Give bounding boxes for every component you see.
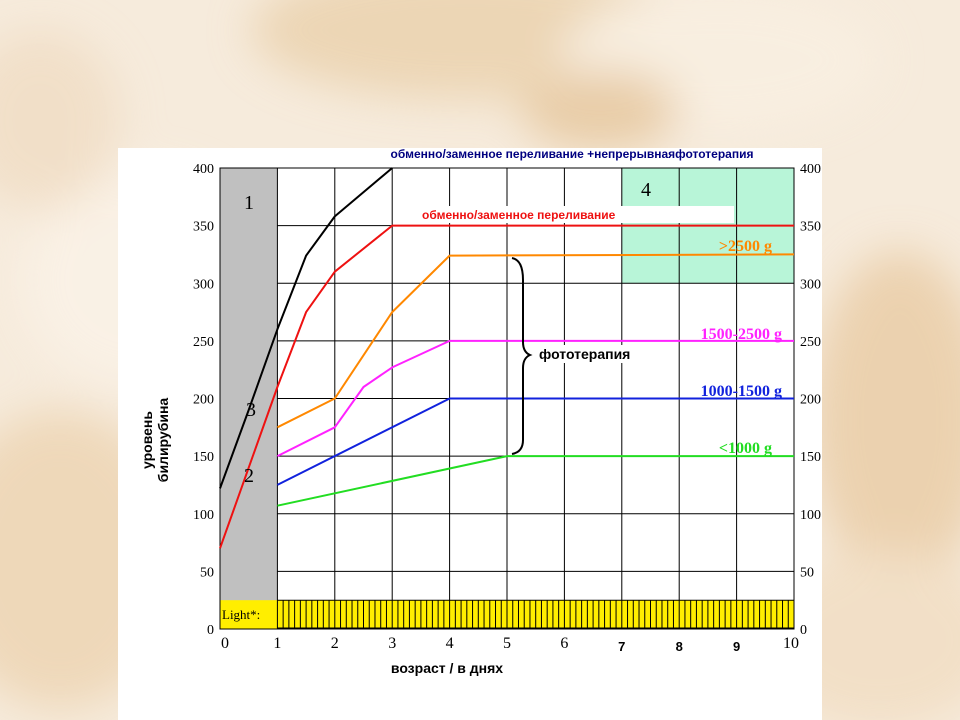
chart-title: обменно/заменное переливание +непрерывна…	[391, 147, 754, 161]
y-tick-label-left: 400	[193, 162, 214, 177]
phototherapy-bracket	[511, 257, 533, 455]
y-tick-label-left: 50	[200, 565, 214, 580]
bracket-label-backdrop	[534, 345, 662, 363]
y-axis-right-ticks: 0 50 100 150 200 250 300 350 400	[800, 162, 821, 638]
red-label-backdrop	[416, 206, 734, 223]
series-line-0	[219, 167, 393, 489]
y-tick-label-left: 250	[193, 335, 214, 350]
y-tick-label-right: 100	[800, 508, 821, 523]
series-line-2	[276, 253, 795, 429]
zone-4-label: 4	[641, 179, 651, 201]
y-tick-label-right: 350	[800, 220, 821, 235]
y-axis-label-line2: билирубина	[155, 398, 171, 483]
y-tick-label-left: 350	[193, 220, 214, 235]
y-tick-label-left: 300	[193, 277, 214, 292]
x-tick-label: 2	[331, 635, 339, 652]
x-tick-label: 4	[446, 635, 454, 652]
series-line-4	[276, 397, 794, 486]
x-tick-label: 5	[503, 635, 511, 652]
series-label-magenta: 1500-2500 g	[701, 326, 782, 343]
series-label-green: <1000 g	[719, 440, 772, 457]
y-axis-label-line1: уровень	[139, 411, 155, 469]
y-tick-label-left: 200	[193, 393, 214, 408]
x-tick-label: 10	[783, 635, 799, 652]
zone-1-area	[220, 168, 278, 629]
light-bar-label: Light*:	[222, 607, 260, 622]
x-tick-label: 8	[676, 639, 683, 654]
series-line-1	[219, 224, 794, 549]
x-tick-label: 9	[733, 639, 740, 654]
y-tick-label-right: 200	[800, 393, 821, 408]
y-tick-label-right: 50	[800, 565, 814, 580]
curve-label-2: 2	[244, 465, 254, 487]
curve-label-3: 3	[246, 399, 256, 421]
y-tick-label-right: 150	[800, 450, 821, 465]
zone-1-label: 1	[244, 192, 254, 214]
x-tick-label: 7	[618, 639, 625, 654]
x-tick-label: 3	[388, 635, 396, 652]
y-tick-label-left: 0	[207, 623, 214, 638]
series-lines	[219, 167, 795, 549]
x-axis-label: возраст / в днях	[391, 660, 503, 676]
y-axis-left-ticks: 0 50 100 150 200 250 300 350 400	[193, 162, 214, 638]
x-tick-label: 6	[560, 635, 568, 652]
x-axis-ticks: 0 1 2 3 4 5 6 7 8 9 10	[221, 635, 799, 654]
y-tick-label-right: 300	[800, 277, 821, 292]
x-tick-label: 0	[221, 635, 229, 652]
series-label-blue: 1000-1500 g	[701, 383, 782, 400]
series-line-3	[276, 339, 794, 457]
y-tick-label-left: 100	[193, 508, 214, 523]
y-tick-label-left: 150	[193, 450, 214, 465]
series-label-red: обменно/заменное переливание	[422, 208, 616, 222]
series-line-5	[277, 455, 794, 507]
phototherapy-label: фототерапия	[539, 346, 630, 362]
y-tick-label-right: 400	[800, 162, 821, 177]
y-tick-label-right: 250	[800, 335, 821, 350]
x-tick-label: 1	[273, 635, 281, 652]
y-tick-label-right: 0	[800, 623, 807, 638]
series-label-orange: >2500 g	[719, 238, 772, 255]
